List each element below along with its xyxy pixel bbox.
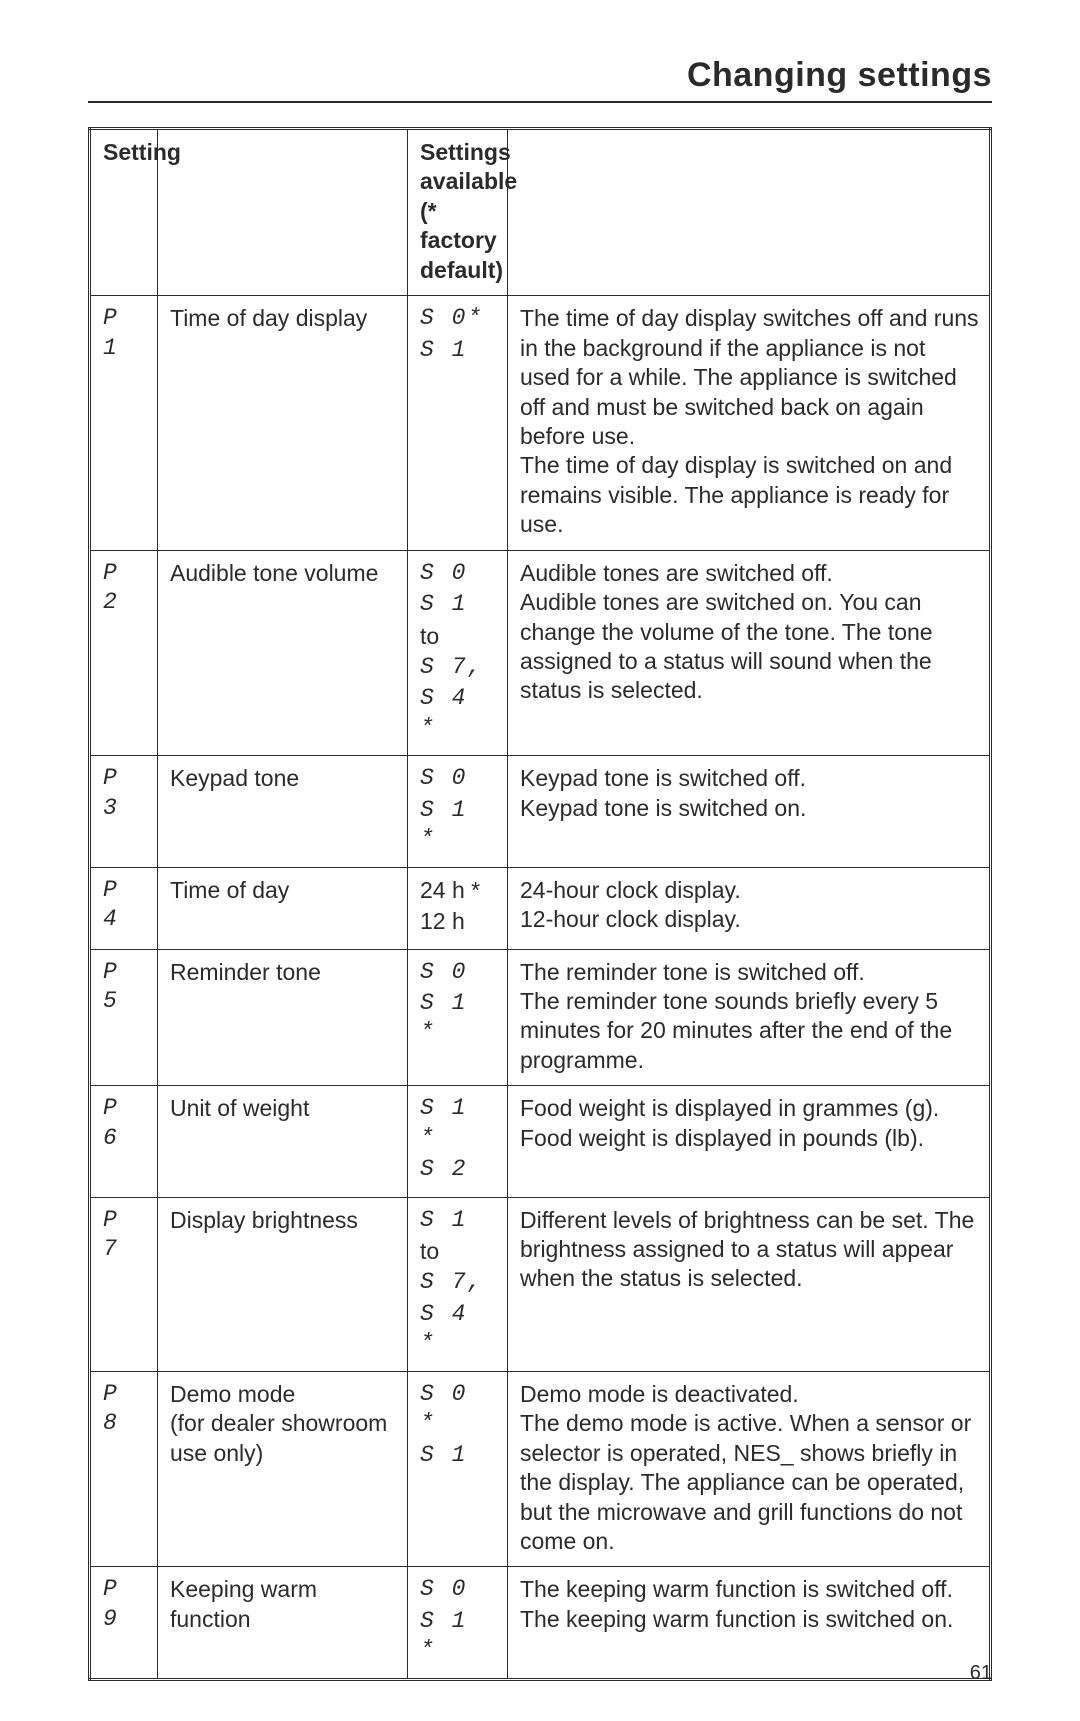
setting-name: Demo mode (for dealer showroom use only): [158, 1371, 408, 1567]
setting-description: Audible tones are switched off. Audible …: [508, 550, 991, 756]
setting-description: Different levels of brightness can be se…: [508, 1197, 991, 1371]
setting-statuses: S 0 S 1 *: [408, 1567, 508, 1679]
setting-code: P 7: [90, 1197, 158, 1371]
title-rule: Changing settings: [88, 56, 992, 103]
status-value: S 1 *: [420, 1094, 497, 1153]
setting-code: P 3: [90, 756, 158, 867]
status-value: S 1: [420, 1441, 497, 1470]
setting-name: Unit of weight: [158, 1086, 408, 1197]
setting-statuses: S 1toS 7, S 4 *: [408, 1197, 508, 1371]
page-number: 61: [970, 1662, 992, 1685]
status-value: 12 h: [420, 907, 497, 936]
status-value: to: [420, 1237, 497, 1266]
table-row: P 8Demo mode (for dealer showroom use on…: [90, 1371, 991, 1567]
status-value: S 7,: [420, 653, 497, 682]
status-value: S 1 *: [420, 1607, 497, 1666]
header-available-spacer: [508, 129, 991, 296]
header-available: Settings available (* factory default): [408, 129, 508, 296]
setting-name: Time of day: [158, 867, 408, 949]
status-value: S 1 *: [420, 989, 497, 1048]
status-value: S 1: [420, 336, 497, 365]
status-value: S 4 *: [420, 1300, 497, 1359]
table-row: P 6Unit of weightS 1 *S 2Food weight is …: [90, 1086, 991, 1197]
status-value: S 7,: [420, 1268, 497, 1297]
table-row: P 3Keypad tone S 0 S 1 *Keypad tone is swi…: [90, 756, 991, 867]
setting-name: Reminder tone: [158, 949, 408, 1086]
setting-statuses: S 0S 1 *: [408, 949, 508, 1086]
setting-name: Keypad tone: [158, 756, 408, 867]
table-body: P 1Time of day display S 0* S 1 The time of…: [90, 296, 991, 1680]
setting-code: P 5: [90, 949, 158, 1086]
setting-code: P 9: [90, 1567, 158, 1679]
setting-description: Keypad tone is switched off. Keypad tone…: [508, 756, 991, 867]
header-setting-spacer: [158, 129, 408, 296]
table-row: P 5Reminder toneS 0S 1 *The reminder ton…: [90, 949, 991, 1086]
setting-description: 24-hour clock display. 12-hour clock dis…: [508, 867, 991, 949]
setting-name: Display brightness: [158, 1197, 408, 1371]
setting-description: Demo mode is deactivated. The demo mode …: [508, 1371, 991, 1567]
setting-description: The time of day display switches off and…: [508, 296, 991, 551]
status-value: S 2: [420, 1155, 497, 1184]
table-row: P 1Time of day display S 0* S 1 The time of…: [90, 296, 991, 551]
status-value: S 0 *: [420, 1380, 497, 1439]
setting-statuses: S 0S 1 toS 7,S 4 *: [408, 550, 508, 756]
setting-statuses: S 0 S 1 *: [408, 756, 508, 867]
status-value: S 0: [420, 958, 497, 987]
status-value: S 4 *: [420, 684, 497, 743]
setting-code: P 6: [90, 1086, 158, 1197]
table-row: P 2Audible tone volume S 0S 1 toS 7,S 4 *A…: [90, 550, 991, 756]
status-value: S 1 *: [420, 796, 497, 855]
table-row: P 7Display brightness S 1toS 7, S 4 *Diffe…: [90, 1197, 991, 1371]
status-value: S 0: [420, 559, 497, 588]
setting-statuses: S 0* S 1: [408, 296, 508, 551]
settings-table: Setting Settings available (* factory de…: [88, 127, 992, 1681]
status-value: to: [420, 622, 497, 651]
status-value: 24 h *: [420, 876, 497, 905]
table-row: P 9Keeping warm function S 0 S 1 *The keep…: [90, 1567, 991, 1679]
table-header-row: Setting Settings available (* factory de…: [90, 129, 991, 296]
setting-name: Audible tone volume: [158, 550, 408, 756]
setting-code: P 1: [90, 296, 158, 551]
setting-description: The keeping warm function is switched of…: [508, 1567, 991, 1679]
setting-statuses: S 0 *S 1: [408, 1371, 508, 1567]
status-value: S 1: [420, 590, 497, 619]
status-value: S 1: [420, 1206, 497, 1235]
setting-code: P 4: [90, 867, 158, 949]
setting-code: P 2: [90, 550, 158, 756]
status-value: S 0*: [420, 304, 497, 333]
setting-code: P 8: [90, 1371, 158, 1567]
status-value: S 0: [420, 764, 497, 793]
status-value: S 0: [420, 1575, 497, 1604]
setting-description: The reminder tone is switched off. The r…: [508, 949, 991, 1086]
page: Changing settings Setting Settings avail…: [0, 0, 1080, 1721]
setting-description: Food weight is displayed in grammes (g).…: [508, 1086, 991, 1197]
header-setting: Setting: [90, 129, 158, 296]
page-title: Changing settings: [88, 56, 992, 95]
setting-name: Keeping warm function: [158, 1567, 408, 1679]
table-row: P 4Time of day24 h *12 h24-hour clock di…: [90, 867, 991, 949]
setting-statuses: 24 h *12 h: [408, 867, 508, 949]
setting-statuses: S 1 *S 2: [408, 1086, 508, 1197]
setting-name: Time of day display: [158, 296, 408, 551]
